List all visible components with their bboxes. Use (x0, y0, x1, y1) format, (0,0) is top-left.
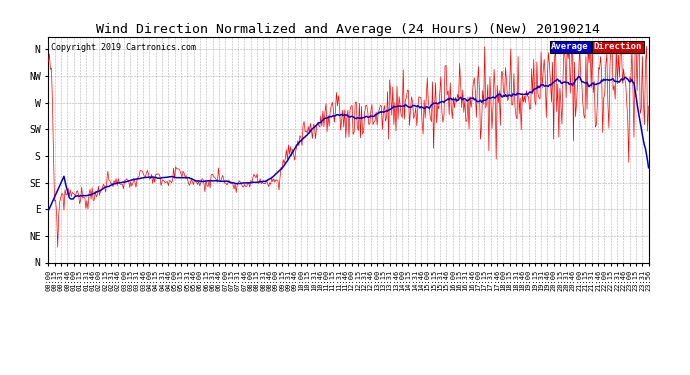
Text: Average: Average (551, 42, 589, 51)
Text: Copyright 2019 Cartronics.com: Copyright 2019 Cartronics.com (51, 43, 196, 52)
Text: Direction: Direction (593, 42, 642, 51)
Title: Wind Direction Normalized and Average (24 Hours) (New) 20190214: Wind Direction Normalized and Average (2… (97, 23, 600, 36)
